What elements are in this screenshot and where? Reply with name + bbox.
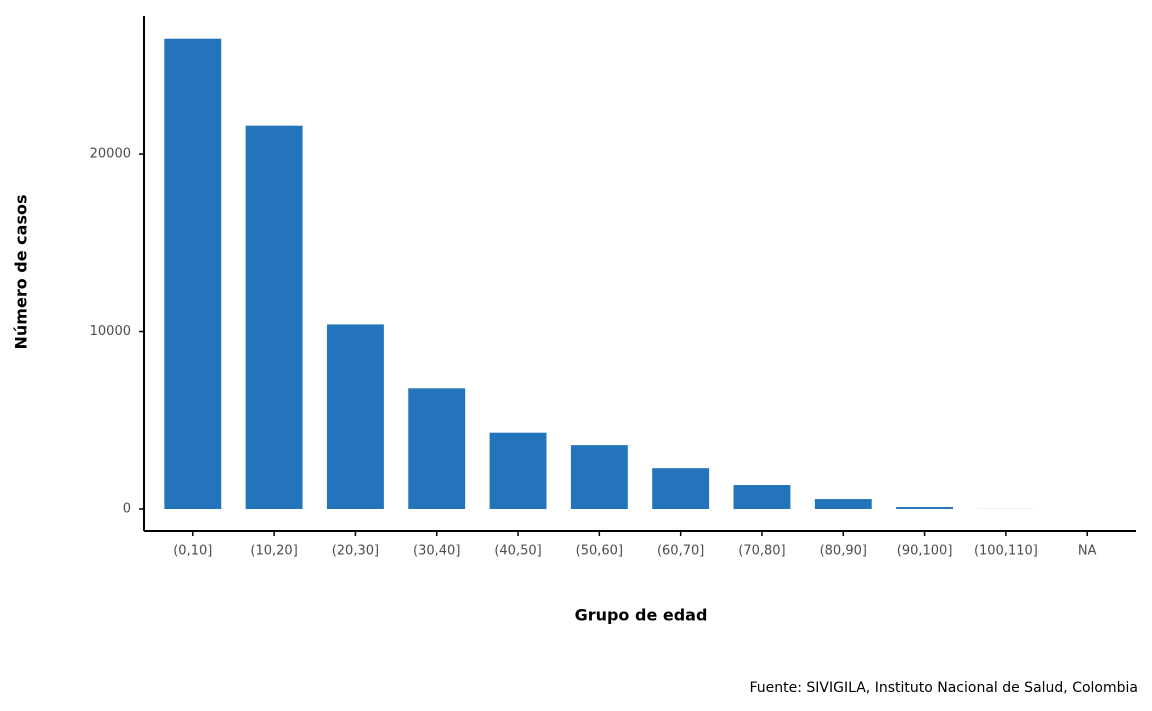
caption: Fuente: SIVIGILA, Instituto Nacional de … xyxy=(749,680,1138,696)
y-tick-label: 20000 xyxy=(90,147,131,162)
x-tick-label: (40,50] xyxy=(494,544,541,559)
x-tick-label: NA xyxy=(1078,544,1097,559)
y-axis-title: Número de casos xyxy=(12,195,31,350)
bar xyxy=(896,507,954,509)
bar xyxy=(245,125,303,509)
x-tick-label: (10,20] xyxy=(250,544,297,559)
bar xyxy=(570,445,628,509)
x-tick-label: (100,110] xyxy=(974,544,1038,559)
x-tick-label: (90,100] xyxy=(897,544,953,559)
x-tick-label: (50,60] xyxy=(576,544,623,559)
bar xyxy=(164,38,222,509)
bar xyxy=(489,432,547,509)
x-tick-label: (20,30] xyxy=(332,544,379,559)
bar xyxy=(326,324,384,509)
x-tick-label: (30,40] xyxy=(413,544,460,559)
x-axis-title: Grupo de edad xyxy=(575,606,708,625)
x-tick-label: (70,80] xyxy=(738,544,785,559)
x-tick-label: (80,90] xyxy=(820,544,867,559)
bar xyxy=(652,468,710,509)
bar xyxy=(814,499,872,509)
bar xyxy=(408,388,466,509)
y-tick-label: 10000 xyxy=(90,324,131,339)
x-tick-label: (60,70] xyxy=(657,544,704,559)
x-tick-label: (0,10] xyxy=(173,544,212,559)
y-tick-label: 0 xyxy=(123,501,131,516)
bar xyxy=(733,485,791,509)
